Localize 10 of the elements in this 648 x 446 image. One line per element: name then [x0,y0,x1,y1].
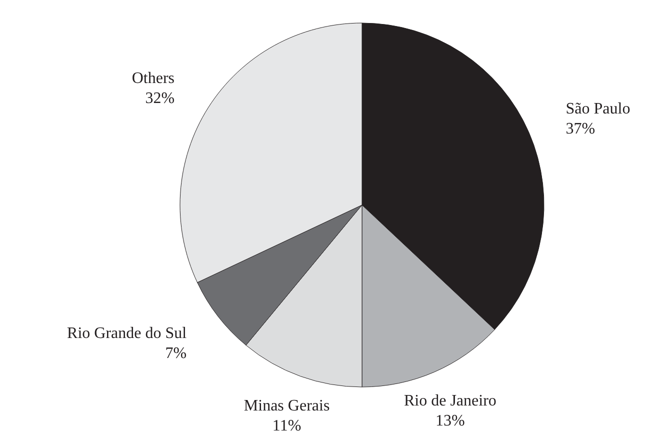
slice-label: Rio Grande do Sul [67,324,188,342]
slice-label: São Paulo [566,100,630,118]
data-label: 11% [272,418,302,435]
data-label: 7% [165,344,187,362]
data-label: 13% [436,412,465,430]
slice-label: Others [132,70,175,87]
data-label: 37% [566,120,596,138]
data-label: 32% [145,90,175,107]
slice-label: Rio de Janeiro [404,392,496,410]
slice-label: Minas Gerais [244,398,330,415]
